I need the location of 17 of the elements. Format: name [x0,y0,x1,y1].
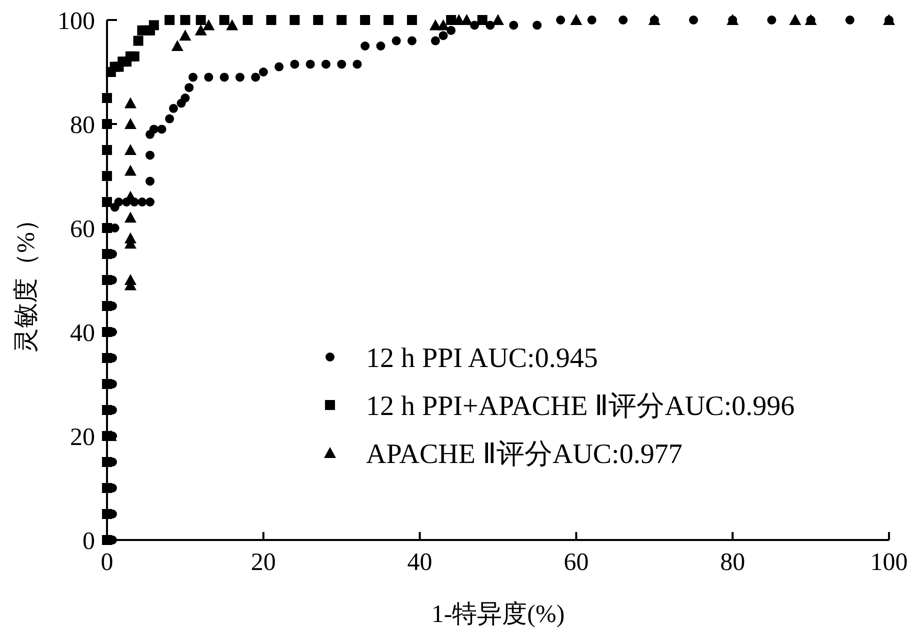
x-tick-label: 60 [564,549,589,576]
y-tick-label: 40 [70,320,95,347]
legend-label: 12 h PPI+APACHE Ⅱ评分AUC:0.996 [366,391,795,422]
y-tick-label: 0 [82,528,95,555]
y-tick-label: 20 [70,424,95,451]
x-tick-label: 100 [870,549,908,576]
y-tick-label: 80 [70,112,95,139]
legend-label: APACHE Ⅱ评分AUC:0.977 [366,439,682,470]
x-tick-label: 80 [720,549,746,576]
x-tick-label: 20 [250,549,276,576]
x-tick-label: 0 [100,549,114,576]
legend-label: 12 h PPI AUC:0.945 [366,343,598,374]
x-tick-label: 40 [407,549,432,576]
y-axis-title: 灵敏度（%） [12,207,40,353]
x-axis-title: 1-特异度(%) [431,600,565,628]
y-tick-label: 100 [58,8,95,35]
y-tick-label: 60 [70,216,95,243]
